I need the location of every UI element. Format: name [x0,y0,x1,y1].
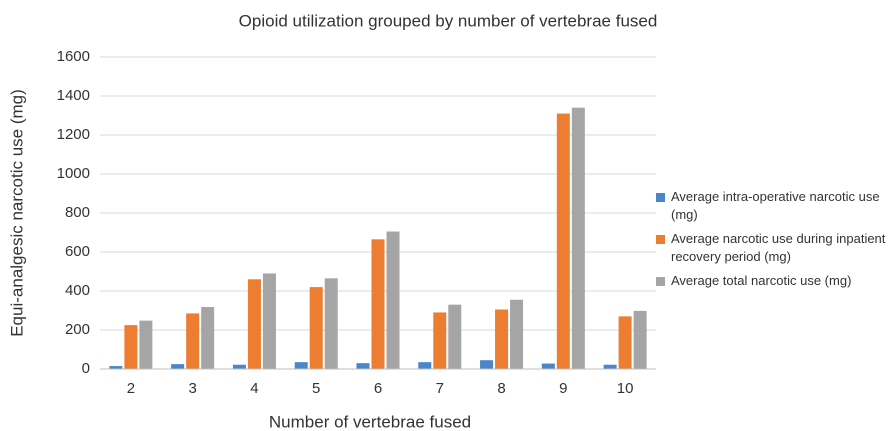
bar [201,306,215,369]
bar [124,325,138,369]
bar [309,287,323,369]
y-tick-label: 1200 [57,126,90,143]
y-tick-label: 800 [65,204,90,221]
bar [556,113,570,369]
x-tick-label: 7 [436,380,444,397]
legend-label: Average total narcotic use (mg) [671,273,852,288]
bar [480,360,494,369]
x-tick-label: 5 [312,380,320,397]
bar [139,320,153,369]
y-tick-label: 600 [65,243,90,260]
legend-label: Average intra-operative narcotic use (mg… [671,189,880,222]
bar [510,299,524,369]
bar [618,316,632,369]
y-tick-label: 0 [82,360,90,377]
bar [371,239,385,369]
bar [433,312,447,369]
bar [232,364,246,369]
legend-swatch [656,277,665,286]
bar [324,278,338,369]
bar [186,313,200,369]
legend-entry: Average intra-operative narcotic use (mg… [656,188,892,224]
bar [541,363,555,369]
y-tick-label: 1600 [57,48,90,65]
bar [603,364,617,369]
y-axis-label: Equi-analgesic narcotic use (mg) [7,89,26,337]
y-tick-label: 1000 [57,165,90,182]
bar [633,310,647,369]
bar [386,231,400,369]
y-tick-label: 200 [65,321,90,338]
x-axis-label: Number of vertebrae fused [269,412,471,431]
legend-entry: Average total narcotic use (mg) [656,272,892,290]
bar [171,364,185,369]
y-tick-label: 1400 [57,87,90,104]
bar [247,279,261,369]
x-tick-label: 4 [250,380,258,397]
legend-entry: Average narcotic use during inpatient re… [656,230,892,266]
bar [571,107,585,369]
y-tick-label: 400 [65,282,90,299]
legend: Average intra-operative narcotic use (mg… [656,188,892,296]
chart-title: Opioid utilization grouped by number of … [239,11,658,30]
bar [448,304,462,369]
x-tick-label: 2 [127,380,135,397]
x-tick-label: 6 [374,380,382,397]
x-tick-label: 10 [617,380,634,397]
bar [418,362,432,369]
bar [294,362,308,369]
bar [262,273,276,369]
x-tick-label: 9 [559,380,567,397]
x-tick-label: 3 [188,380,196,397]
legend-swatch [656,193,665,202]
bar [356,363,370,369]
legend-label: Average narcotic use during inpatient re… [671,231,886,264]
legend-swatch [656,235,665,244]
x-tick-label: 8 [497,380,505,397]
bar [109,366,123,369]
bar [495,309,509,369]
